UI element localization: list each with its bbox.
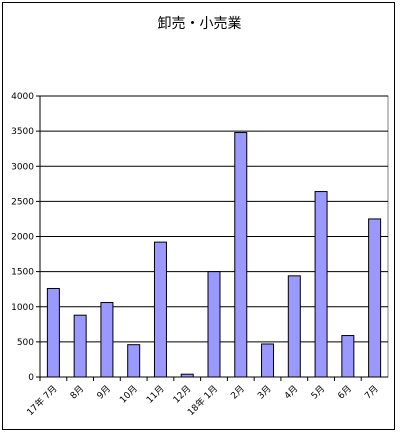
x-tick-label: 10月 (118, 383, 140, 405)
y-tick-label: 500 (17, 338, 34, 348)
bar (234, 132, 248, 378)
y-tick-label: 2500 (11, 197, 34, 207)
x-tick-label: 8月 (68, 383, 86, 401)
bar (314, 191, 328, 378)
x-tick-label: 5月 (309, 383, 327, 401)
y-tick-label: 3500 (11, 127, 34, 137)
bar (127, 344, 141, 378)
x-tick-label: 2月 (229, 383, 247, 401)
bar (73, 314, 87, 378)
x-tick-label: 3月 (255, 383, 273, 401)
bar (287, 275, 301, 378)
bar (180, 373, 194, 378)
y-tick-label: 3000 (11, 162, 34, 172)
bar (368, 218, 382, 378)
bar (341, 335, 355, 378)
y-tick-label: 4000 (11, 92, 34, 102)
x-tick-label: 7月 (363, 383, 381, 401)
bar (207, 271, 221, 378)
y-tick-label: 1000 (11, 303, 34, 313)
bar (46, 287, 60, 378)
x-tick-label: 12月 (171, 383, 193, 405)
x-tick-label: 17年 7月 (24, 383, 59, 418)
y-tick-label: 0 (28, 373, 34, 383)
bar (100, 302, 114, 378)
x-tick-label: 11月 (144, 383, 166, 405)
bar (153, 241, 167, 378)
x-tick-label: 4月 (282, 383, 300, 401)
chart-title: 卸売・小売業 (157, 16, 242, 32)
x-tick-label: 9月 (95, 383, 113, 401)
x-tick-label: 6月 (336, 383, 354, 401)
y-tick-label: 2000 (11, 233, 34, 243)
y-tick-label: 1500 (11, 268, 34, 278)
bar (261, 343, 275, 378)
